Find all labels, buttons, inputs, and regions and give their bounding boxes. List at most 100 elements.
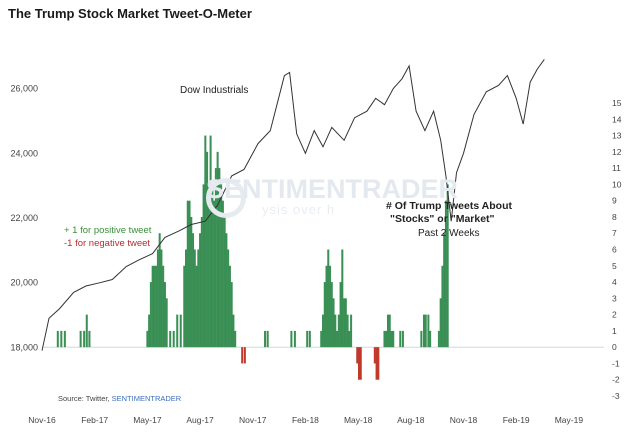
positive-tweet-bar — [197, 249, 200, 348]
positive-tweet-bar — [327, 249, 330, 348]
positive-tweet-bar — [386, 314, 389, 348]
left-axis-tick-label: 22,000 — [10, 213, 38, 223]
positive-tweet-bar — [214, 168, 217, 348]
positive-tweet-bar — [337, 314, 340, 348]
left-axis-tick-label: 24,000 — [10, 148, 38, 158]
negative-tweet-bar — [359, 347, 362, 380]
positive-tweet-bar — [306, 330, 309, 348]
positive-tweet-bar — [293, 330, 296, 348]
positive-tweet-bar — [399, 330, 402, 348]
x-axis-tick-label: Feb-17 — [81, 415, 108, 425]
positive-tweet-bar — [169, 330, 172, 348]
right-axis-tick-label: 10 — [612, 179, 622, 189]
tweet-bars — [56, 135, 449, 380]
positive-tweet-bar — [420, 330, 423, 348]
right-axis-tick-label: 0 — [612, 342, 617, 352]
positive-tweet-bar — [216, 151, 219, 348]
positive-tweet-bar — [193, 249, 196, 348]
positive-tweet-bar — [172, 330, 175, 348]
positive-tweet-bar — [200, 216, 203, 348]
right-axis-tick-label: 14 — [612, 114, 622, 124]
negative-tweet-bar — [357, 347, 361, 380]
positive-tweet-bar — [204, 135, 207, 348]
positive-tweet-bar — [60, 330, 63, 348]
positive-tweet-bar — [388, 314, 391, 348]
negative-tweet-bar — [375, 347, 378, 380]
positive-tweet-bar — [383, 330, 386, 348]
negative-tweet-bar — [356, 347, 359, 364]
positive-tweet-bar — [330, 282, 333, 348]
positive-tweet-bar — [441, 265, 444, 348]
positive-tweet-bar — [186, 200, 189, 348]
positive-tweet-bar — [422, 314, 425, 348]
right-axis-tick-label: 4 — [612, 277, 617, 287]
positive-tweet-bar — [206, 151, 209, 348]
right-axis-tick-label: -3 — [612, 391, 620, 401]
positive-tweet-bar — [179, 314, 182, 348]
positive-tweet-bar — [56, 330, 59, 348]
positive-tweet-bar — [146, 330, 149, 348]
watermark-logo-icon — [206, 178, 246, 218]
x-axis-tick-label: Aug-18 — [397, 415, 425, 425]
negative-tweet-bar — [377, 347, 380, 380]
legend-negative: -1 for negative tweet — [64, 238, 151, 249]
tweets-title-line3: Past 2 Weeks — [418, 228, 480, 239]
x-axis-tick-label: May-19 — [555, 415, 584, 425]
positive-tweet-bar — [149, 282, 152, 348]
positive-tweet-bar — [290, 330, 293, 348]
legend-positive: + 1 for positive tweet — [64, 225, 152, 236]
x-axis-tick-label: May-17 — [133, 415, 162, 425]
right-axis-tick-label: 15 — [612, 98, 622, 108]
positive-tweet-bar — [230, 282, 233, 348]
positive-tweet-bar — [390, 330, 393, 348]
negative-tweet-bar — [373, 347, 376, 364]
left-axis-tick-label: 20,000 — [10, 278, 38, 288]
positive-tweet-bar — [227, 249, 230, 348]
positive-tweet-bar — [190, 216, 193, 348]
right-axis-tick-label: 8 — [612, 212, 617, 222]
positive-tweet-bar — [437, 330, 440, 348]
positive-tweet-bar — [199, 233, 202, 348]
right-axis-tick-label: 3 — [612, 293, 617, 303]
positive-tweet-bar — [343, 298, 346, 348]
positive-tweet-bar — [202, 184, 205, 348]
positive-tweet-bar — [223, 216, 226, 348]
positive-tweet-bar — [424, 314, 427, 348]
right-axis-tick-label: 2 — [612, 310, 617, 320]
x-axis-tick-label: Nov-17 — [239, 415, 267, 425]
positive-tweet-bar — [160, 249, 163, 348]
right-axis-tick-label: 5 — [612, 261, 617, 271]
positive-tweet-bar — [209, 135, 212, 348]
positive-tweet-bar — [156, 249, 159, 348]
right-axis-tick-label: 6 — [612, 245, 617, 255]
positive-tweet-bar — [429, 330, 432, 348]
watermark-text: SENTIMENTRADER — [206, 174, 459, 204]
positive-tweet-bar — [88, 330, 91, 348]
positive-tweet-bar — [348, 330, 351, 348]
x-axis-tick-label: Nov-16 — [28, 415, 56, 425]
positive-tweet-bar — [228, 265, 231, 348]
positive-tweet-bar — [195, 265, 198, 348]
positive-tweet-bar — [158, 233, 161, 348]
positive-tweet-bar — [443, 233, 446, 348]
positive-tweet-bar — [264, 330, 267, 348]
positive-tweet-bar — [79, 330, 82, 348]
source-brand: SENTIMENTRADER — [111, 394, 182, 403]
positive-tweet-bar — [321, 314, 325, 348]
positive-tweet-bar — [213, 200, 216, 348]
positive-tweet-bar — [185, 249, 188, 348]
positive-tweet-bar — [385, 330, 388, 348]
x-axis-tick-label: May-18 — [344, 415, 373, 425]
positive-tweet-bar — [85, 314, 88, 348]
dow-label: Dow Industrials — [180, 85, 249, 96]
positive-tweet-bar — [211, 184, 214, 348]
positive-tweet-bar — [163, 282, 166, 348]
positive-tweet-bar — [336, 330, 339, 348]
positive-tweet-bar — [266, 330, 269, 348]
positive-tweet-bar — [234, 330, 237, 348]
positive-tweet-bar — [83, 330, 86, 348]
positive-tweet-bar — [176, 314, 179, 348]
positive-tweet-bar — [323, 282, 326, 348]
positive-tweet-bar — [220, 184, 223, 348]
